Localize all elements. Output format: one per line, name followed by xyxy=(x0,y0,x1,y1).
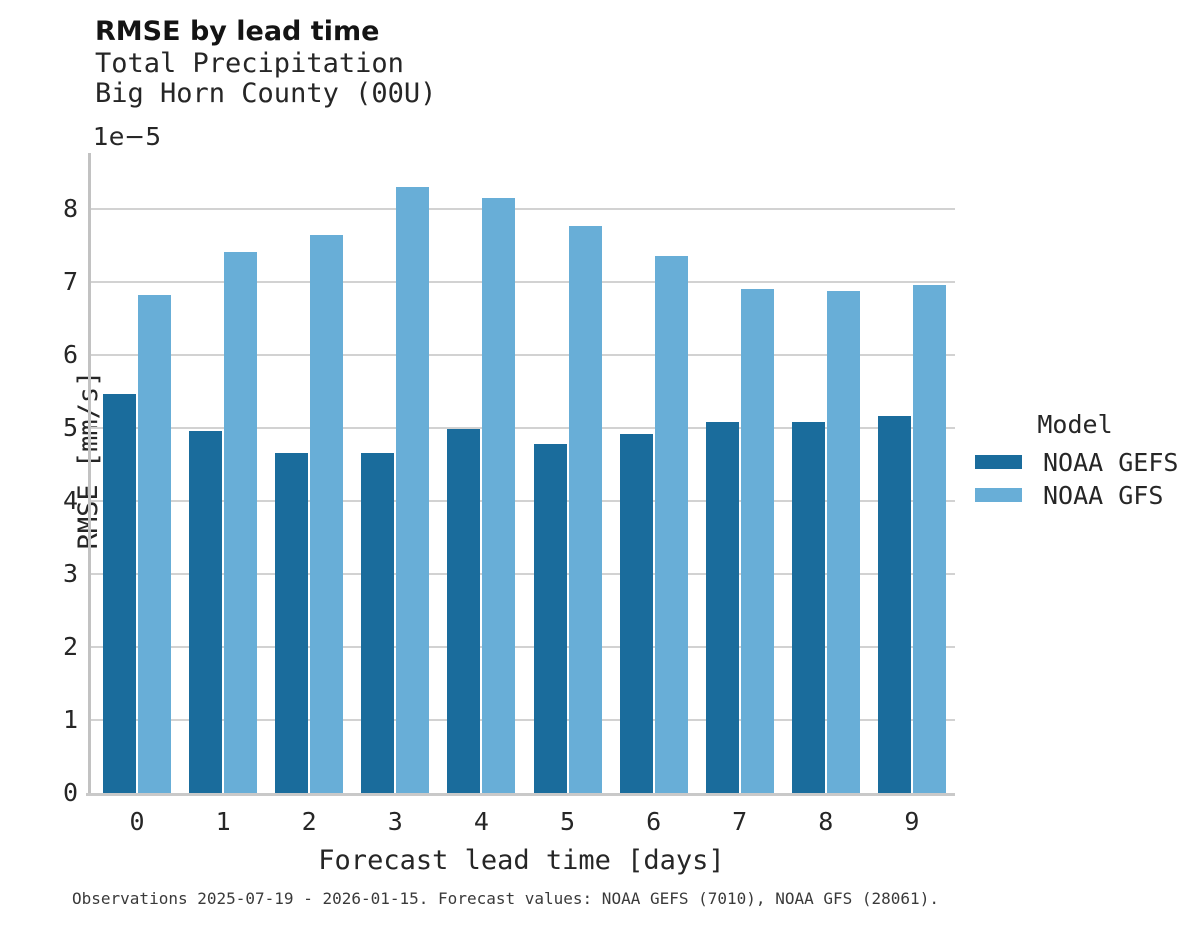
y-tick-label-3: 3 xyxy=(62,558,78,588)
legend: Model NOAA GEFS NOAA GFS xyxy=(975,410,1185,520)
y-tick-label-4: 4 xyxy=(62,485,78,515)
legend-label-noaa-gefs: NOAA GEFS xyxy=(1043,447,1179,477)
bar-noaa-gefs-lead-1 xyxy=(189,431,223,793)
x-axis-label: Forecast lead time [days] xyxy=(318,845,725,876)
y-axis-offset-label: 1e−5 xyxy=(93,122,162,151)
gridline-y-8 xyxy=(88,207,955,210)
x-tick-label-5: 5 xyxy=(559,807,576,836)
gridline-y-7 xyxy=(88,280,955,283)
legend-row-noaa-gefs: NOAA GEFS xyxy=(975,447,1179,477)
bar-noaa-gfs-lead-9 xyxy=(912,285,946,793)
x-axis-line xyxy=(86,793,955,796)
bar-noaa-gefs-lead-2 xyxy=(275,453,309,793)
chart-title: RMSE by lead time xyxy=(95,16,380,47)
legend-title: Model xyxy=(1037,410,1113,439)
x-tick-label-1: 1 xyxy=(215,807,231,836)
legend-label-noaa-gfs: NOAA GFS xyxy=(1043,480,1164,510)
bar-noaa-gfs-lead-2 xyxy=(310,234,344,793)
gridline-y-3 xyxy=(88,572,955,575)
gridline-y-2 xyxy=(88,645,955,648)
y-tick-label-6: 6 xyxy=(62,339,78,369)
chart-subtitle-region: Big Horn County (00U) xyxy=(95,78,437,109)
legend-row-noaa-gfs: NOAA GFS xyxy=(975,480,1164,510)
bar-noaa-gfs-lead-8 xyxy=(826,291,860,793)
bar-noaa-gefs-lead-0 xyxy=(103,394,136,793)
bar-noaa-gefs-lead-4 xyxy=(447,429,481,793)
gridline-y-1 xyxy=(88,718,955,721)
gridline-y-5 xyxy=(88,426,955,429)
x-tick-label-2: 2 xyxy=(301,807,317,836)
footer-caption: Observations 2025-07-19 - 2026-01-15. Fo… xyxy=(72,889,939,908)
legend-swatch-noaa-gfs xyxy=(975,488,1022,502)
x-tick-label-4: 4 xyxy=(473,807,489,836)
x-tick-label-8: 8 xyxy=(818,807,834,836)
bar-noaa-gfs-lead-3 xyxy=(396,187,430,793)
bar-noaa-gfs-lead-0 xyxy=(138,294,171,793)
bar-noaa-gefs-lead-8 xyxy=(791,421,825,793)
x-tick-label-3: 3 xyxy=(387,807,403,836)
bar-noaa-gfs-lead-6 xyxy=(654,256,688,793)
y-tick-label-5: 5 xyxy=(62,412,78,442)
chart-subtitle-variable: Total Precipitation xyxy=(95,48,404,79)
bar-noaa-gefs-lead-9 xyxy=(877,416,911,793)
gridline-y-4 xyxy=(88,499,955,502)
bar-noaa-gfs-lead-4 xyxy=(482,198,516,793)
gridline-y-6 xyxy=(88,353,955,356)
x-tick-label-6: 6 xyxy=(646,807,662,836)
plot-area xyxy=(88,153,955,793)
y-tick-label-0: 0 xyxy=(62,778,78,807)
bar-noaa-gfs-lead-1 xyxy=(224,251,258,793)
y-tick-label-7: 7 xyxy=(62,266,78,296)
bar-noaa-gefs-lead-5 xyxy=(533,443,567,793)
y-tick-label-8: 8 xyxy=(62,193,78,223)
bar-noaa-gefs-lead-6 xyxy=(619,434,653,793)
x-tick-label-0: 0 xyxy=(129,807,145,836)
bar-noaa-gefs-lead-3 xyxy=(361,453,395,793)
y-tick-label-2: 2 xyxy=(62,631,78,661)
y-axis-spine xyxy=(88,153,91,796)
y-tick-label-1: 1 xyxy=(62,704,78,734)
legend-swatch-noaa-gefs xyxy=(975,455,1022,469)
bar-noaa-gefs-lead-7 xyxy=(705,421,739,793)
x-tick-label-9: 9 xyxy=(904,807,920,836)
x-tick-label-7: 7 xyxy=(732,807,748,836)
bar-noaa-gfs-lead-5 xyxy=(568,226,602,793)
bar-noaa-gfs-lead-7 xyxy=(740,288,774,793)
